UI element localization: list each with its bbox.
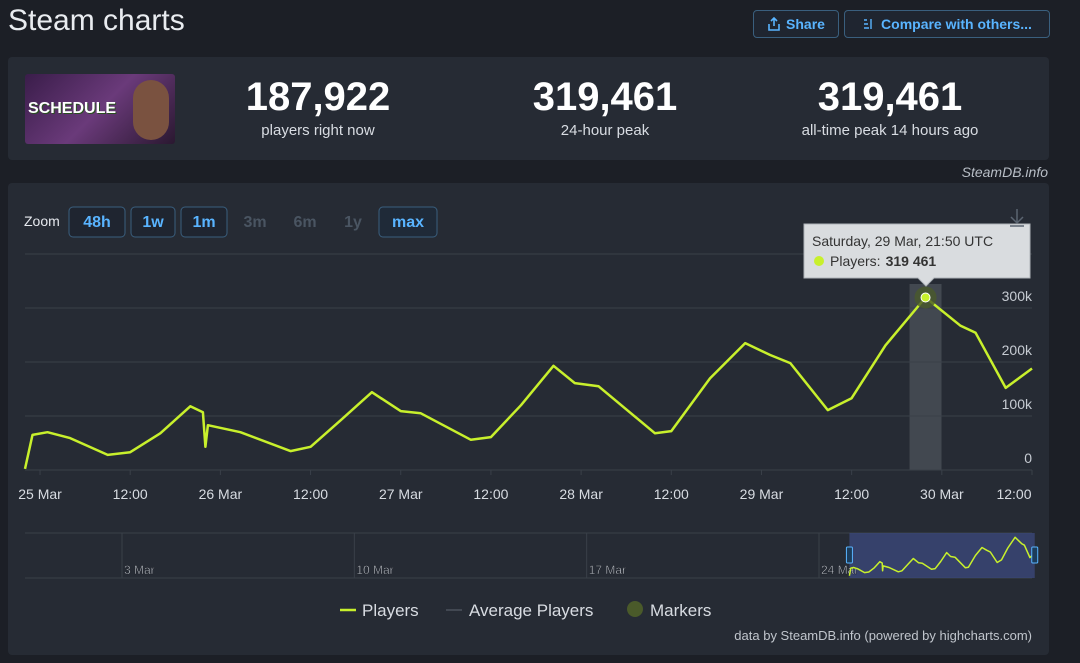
tooltip-line: Players: 319 461: [830, 253, 936, 269]
legend-swatch: [627, 601, 643, 617]
x-tick-label: 12:00: [113, 486, 148, 502]
tooltip: Saturday, 29 Mar, 21:50 UTC Players: 319 4…: [803, 223, 1031, 287]
stat-value: 319,461: [532, 75, 678, 119]
legend-label[interactable]: Markers: [650, 601, 711, 620]
players-line: [23, 296, 1033, 470]
share-icon: [768, 17, 780, 31]
zoom-button-label[interactable]: 1w: [142, 214, 164, 231]
navigator-handle[interactable]: [845, 546, 853, 564]
zoom-buttons: 48h 1w 1m 3m 6m 1y max: [68, 206, 438, 238]
zoom-button-label[interactable]: 48h: [83, 214, 111, 231]
game-character: [133, 80, 169, 140]
zoom-button-label[interactable]: max: [392, 214, 424, 231]
game-image-text: SCHEDULE: [28, 100, 117, 117]
stat-value: 319,461: [817, 75, 963, 119]
hover-point: [920, 292, 931, 303]
x-tick-label: 12:00: [996, 486, 1031, 502]
x-tick-label: 29 Mar: [740, 486, 784, 502]
stat-label: 24-hour peak: [560, 122, 650, 139]
stat-label: all-time peak 14 hours ago: [801, 122, 979, 139]
x-tick-label: 12:00: [654, 486, 689, 502]
legend: Players Average Players Markers: [340, 601, 711, 620]
share-button[interactable]: Share: [753, 10, 839, 38]
x-tick-label: 28 Mar: [559, 486, 603, 502]
compare-button[interactable]: Compare with others...: [844, 10, 1050, 38]
navigator-label: 3 Mar: [124, 563, 155, 577]
zoom-button[interactable]: [378, 206, 438, 238]
hover-band: [909, 284, 942, 470]
y-tick-label: 100k: [1002, 396, 1033, 412]
navigator-label: 17 Mar: [589, 563, 626, 577]
x-tick-label: 12:00: [293, 486, 328, 502]
share-label: Share: [786, 16, 825, 32]
zoom-button-label[interactable]: 1m: [192, 214, 215, 231]
zoom-button[interactable]: [68, 206, 126, 238]
zoom-button[interactable]: [130, 206, 176, 238]
stat-label: players right now: [261, 122, 375, 139]
compare-icon: [864, 19, 872, 29]
x-tick-label: 26 Mar: [199, 486, 243, 502]
stat-now: 187,922 players right now: [188, 75, 448, 139]
credits: data by SteamDB.info (powered by highcha…: [734, 628, 1032, 643]
zoom-button-label: 6m: [293, 214, 316, 231]
stat-24h: 319,461 24-hour peak: [475, 75, 735, 139]
tooltip-box: [803, 223, 1031, 287]
tooltip-date: Saturday, 29 Mar, 21:50 UTC: [812, 233, 993, 249]
y-tick-label: 300k: [1002, 288, 1033, 304]
y-tick-label: 200k: [1002, 342, 1033, 358]
x-tick-label: 12:00: [473, 486, 508, 502]
navigator-handle[interactable]: [1031, 546, 1039, 564]
navigator-label: 24 Mar: [821, 563, 858, 577]
tooltip-label: Players:: [830, 253, 881, 269]
stat-value: 187,922: [245, 75, 391, 119]
game-image: SCHEDULE: [25, 74, 175, 144]
tooltip-value: 319 461: [886, 253, 937, 269]
navigator-line: [848, 536, 1036, 576]
x-tick-label: 30 Mar: [920, 486, 964, 502]
navigator-range: [849, 533, 1035, 578]
navigator-label: 10 Mar: [356, 563, 393, 577]
stat-alltime: 319,461 all-time peak 14 hours ago: [760, 75, 1020, 139]
x-tick-label: 25 Mar: [18, 486, 62, 502]
legend-label[interactable]: Average Players: [469, 601, 593, 620]
x-tick-label: 27 Mar: [379, 486, 423, 502]
zoom-button-label: 3m: [243, 214, 266, 231]
plot: 0 100k 200k 300k 25 Mar 12:00 26 Mar 12:00 27 Ma…: [18, 209, 1039, 620]
stats-panel: SCHEDULE 187,922 players right now 319,46…: [8, 57, 1049, 160]
zoom-label: Zoom: [24, 213, 60, 229]
x-tick-label: 12:00: [834, 486, 869, 502]
zoom-button[interactable]: [180, 206, 228, 238]
zoom-button-label: 1y: [344, 214, 362, 231]
export-icon: [1010, 209, 1024, 227]
compare-label: Compare with others...: [881, 16, 1032, 32]
legend-label[interactable]: Players: [362, 601, 419, 620]
page-title: Steam charts: [8, 4, 185, 37]
source-label: SteamDB.info: [961, 164, 1048, 180]
y-tick-label: 0: [1024, 450, 1032, 466]
tooltip-dot: [814, 256, 824, 266]
